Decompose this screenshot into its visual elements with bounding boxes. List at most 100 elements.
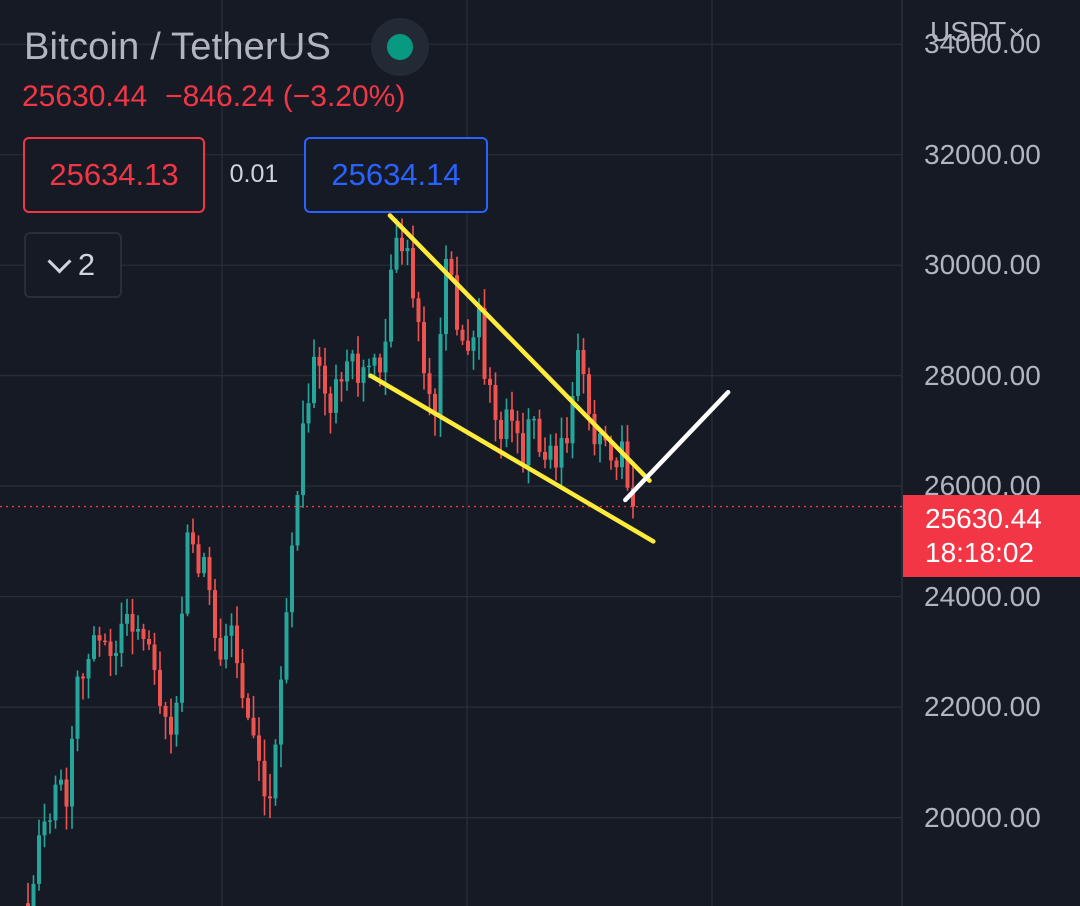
candle-body	[548, 445, 553, 460]
candle-body	[317, 356, 322, 366]
price-change-percent: (−3.20%)	[282, 80, 406, 113]
candle-body	[422, 322, 426, 374]
candle-body	[466, 340, 470, 351]
candle-body	[592, 413, 597, 445]
candle-body	[499, 419, 503, 439]
candle-body	[26, 903, 30, 906]
candle-body	[251, 717, 256, 736]
currency-selector[interactable]: USDT	[930, 16, 1024, 48]
lower-trendline	[368, 373, 656, 544]
symbol-header[interactable]: Bitcoin / TetherUS	[24, 18, 430, 76]
price-axis-tick-label: 22000.00	[924, 691, 1041, 723]
candle-body	[609, 440, 613, 461]
candle-body	[207, 557, 212, 591]
indicators-toggle-button[interactable]: 2	[24, 232, 122, 298]
candle-body	[504, 409, 509, 439]
candle-body	[130, 613, 135, 632]
symbol-title[interactable]: Bitcoin / TetherUS	[24, 25, 332, 68]
candle-body	[75, 676, 80, 739]
market-open-dot-icon	[387, 34, 414, 60]
candle-body	[565, 438, 569, 444]
candle-body	[449, 258, 454, 276]
projection-line	[623, 389, 731, 503]
candle-body	[42, 821, 47, 836]
candle-body	[389, 269, 393, 342]
bid-price: 25634.13	[49, 157, 179, 192]
sell-button[interactable]: 25634.13	[23, 137, 205, 213]
candle-body	[229, 625, 234, 636]
candle-body	[614, 460, 619, 468]
market-status-indicator	[371, 18, 430, 76]
candle-body	[433, 393, 437, 416]
price-change-value: −846.24	[165, 80, 275, 113]
spread-value: 0.01	[229, 160, 279, 188]
price-axis-tick-label: 24000.00	[924, 580, 1041, 612]
candle-body	[169, 716, 173, 735]
candle-body	[515, 420, 520, 434]
candle-body	[158, 670, 162, 706]
candle-body	[31, 883, 36, 906]
candle-body	[367, 365, 371, 368]
candle-body	[383, 341, 388, 373]
candle-body	[125, 613, 129, 624]
candle-body	[477, 308, 481, 338]
candle-body	[350, 353, 355, 362]
candle-body	[284, 612, 289, 680]
candle-body	[411, 248, 415, 299]
candle-body	[521, 433, 525, 466]
candle-body	[174, 702, 179, 735]
candle-body	[185, 532, 190, 614]
candle-body	[394, 237, 399, 270]
candle-body	[576, 350, 580, 396]
candle-body	[48, 820, 52, 822]
candle-body	[70, 738, 74, 807]
candle-body	[510, 409, 514, 421]
candle-body	[543, 451, 547, 460]
candle-body	[59, 779, 63, 785]
candle-body	[356, 353, 360, 383]
candle-body	[147, 639, 151, 645]
candle-body	[262, 760, 267, 797]
price-axis-tick-label: 28000.00	[924, 359, 1041, 391]
candle-body	[438, 334, 443, 416]
candle-body	[119, 623, 124, 654]
candle-body	[86, 658, 91, 679]
candle-body	[625, 441, 630, 488]
candle-body	[246, 698, 250, 718]
candle-body	[53, 784, 58, 821]
candle-body	[64, 779, 69, 807]
ask-price: 25634.14	[331, 157, 461, 192]
candle-body	[108, 641, 113, 656]
candle-body	[554, 445, 558, 468]
candle-body	[97, 635, 102, 641]
price-axis-tick-label: 34000.00	[924, 28, 1041, 60]
candle-body	[180, 613, 184, 703]
candle-body	[328, 393, 333, 413]
candle-body	[482, 308, 487, 379]
candle-body	[202, 557, 206, 574]
candle-body	[196, 544, 201, 574]
candle-body	[141, 628, 146, 640]
candle-body	[268, 796, 272, 799]
candle-body	[224, 635, 228, 660]
chevron-down-icon	[47, 248, 72, 274]
candle-body	[427, 373, 432, 394]
price-axis-tick-label: 30000.00	[924, 249, 1041, 281]
candle-body	[444, 258, 448, 335]
current-price-label: 25630.44	[925, 503, 1042, 534]
price-summary: 25630.44 −846.24 (−3.20%)	[22, 80, 405, 114]
upper-trendline	[387, 213, 652, 483]
buy-button[interactable]: 25634.14	[304, 137, 488, 213]
candle-body	[372, 357, 377, 366]
candle-body	[345, 361, 349, 382]
candle-body	[559, 438, 564, 468]
candle-body	[306, 403, 311, 424]
candle-body	[295, 495, 300, 546]
last-price: 25630.44	[22, 80, 148, 113]
candle-body	[570, 395, 575, 444]
candle-body	[191, 532, 195, 545]
candle-body	[471, 337, 476, 351]
candle-body	[460, 329, 465, 341]
candle-body	[218, 637, 223, 660]
